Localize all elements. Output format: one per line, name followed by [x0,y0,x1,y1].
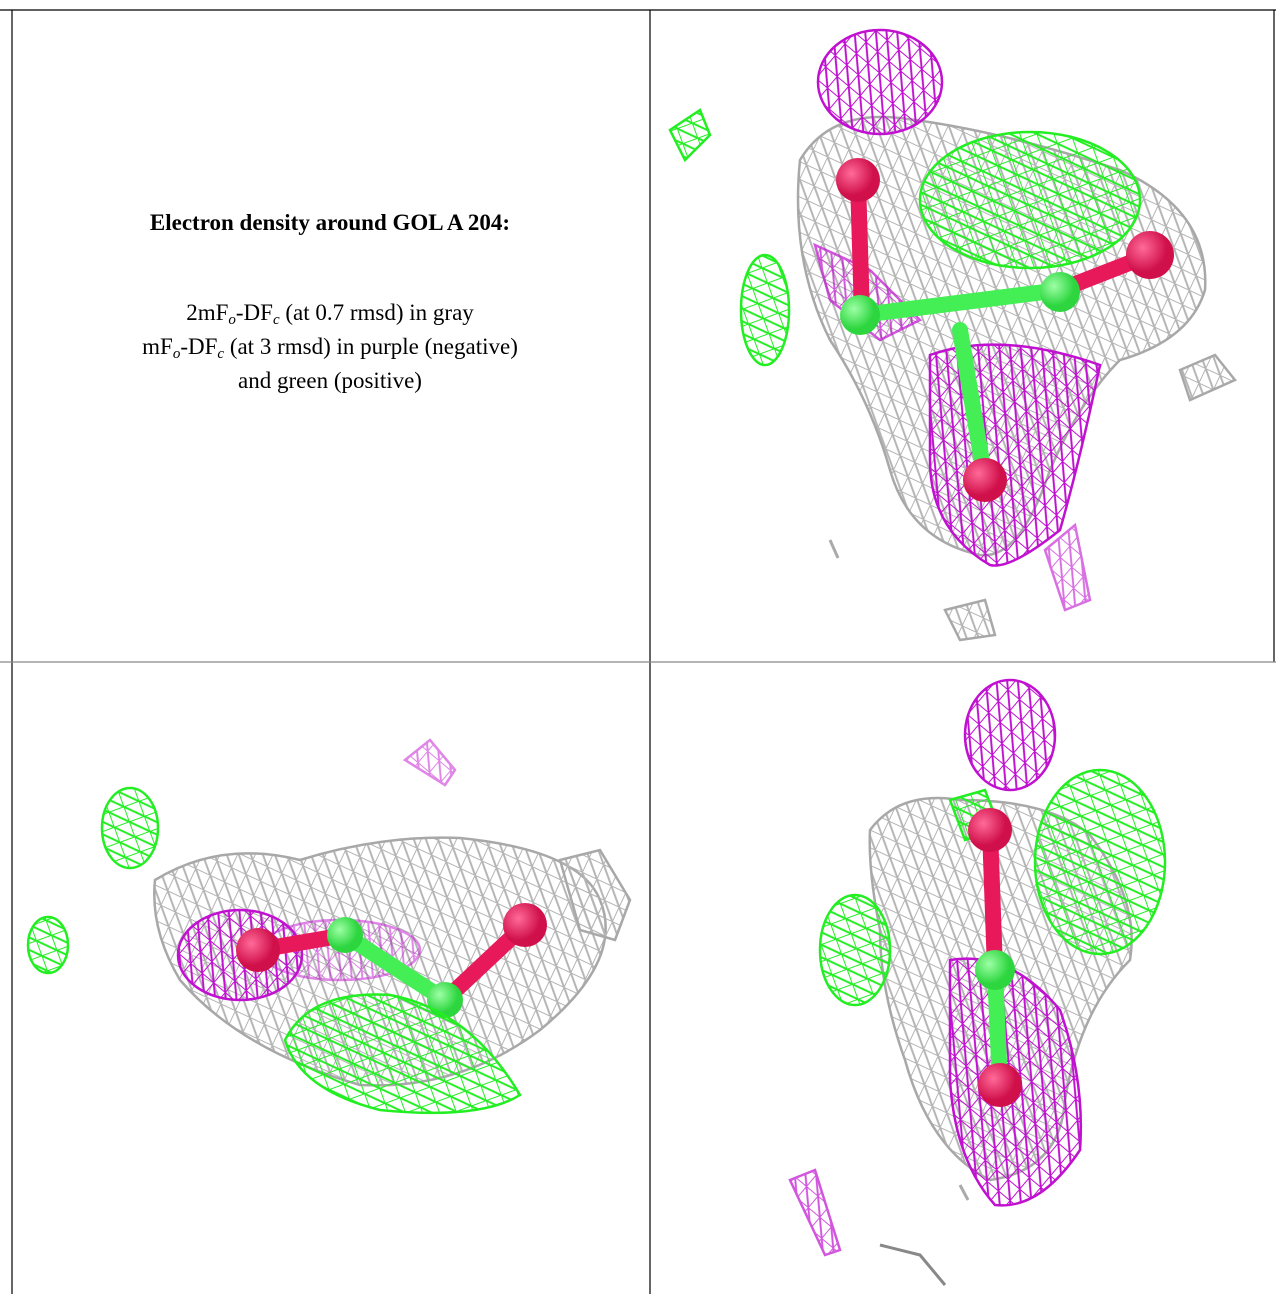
density-view-2 [26,738,632,1115]
density-view-1 [668,28,1237,642]
caption-text: -DF [235,300,273,325]
caption-text: c [272,312,280,328]
caption-text: (at 3 rmsd) in purple (negative) [224,334,518,359]
caption-text: and green (positive) [238,368,422,393]
caption-line: mFo-DFc (at 3 rmsd) in purple (negative) [12,330,648,364]
caption: Electron density around GOL A 204: 2mFo-… [12,200,648,398]
grid-lines [0,9,1276,1294]
caption-text: mF [142,334,173,359]
caption-text: o [172,346,181,362]
caption-text: o [228,312,236,328]
caption-lines: 2mFo-DFc (at 0.7 rmsd) in gray mFo-DFc (a… [12,296,648,398]
caption-line: 2mFo-DFc (at 0.7 rmsd) in gray [12,296,648,330]
caption-title: Electron density around GOL A 204: [149,210,511,235]
density-view-3 [788,678,1167,1286]
caption-text: -DF [180,334,218,359]
caption-text: c [217,346,225,362]
caption-text: (at 0.7 rmsd) in gray [279,300,474,325]
caption-text: 2mF [186,300,229,325]
caption-line: and green (positive) [12,364,648,398]
